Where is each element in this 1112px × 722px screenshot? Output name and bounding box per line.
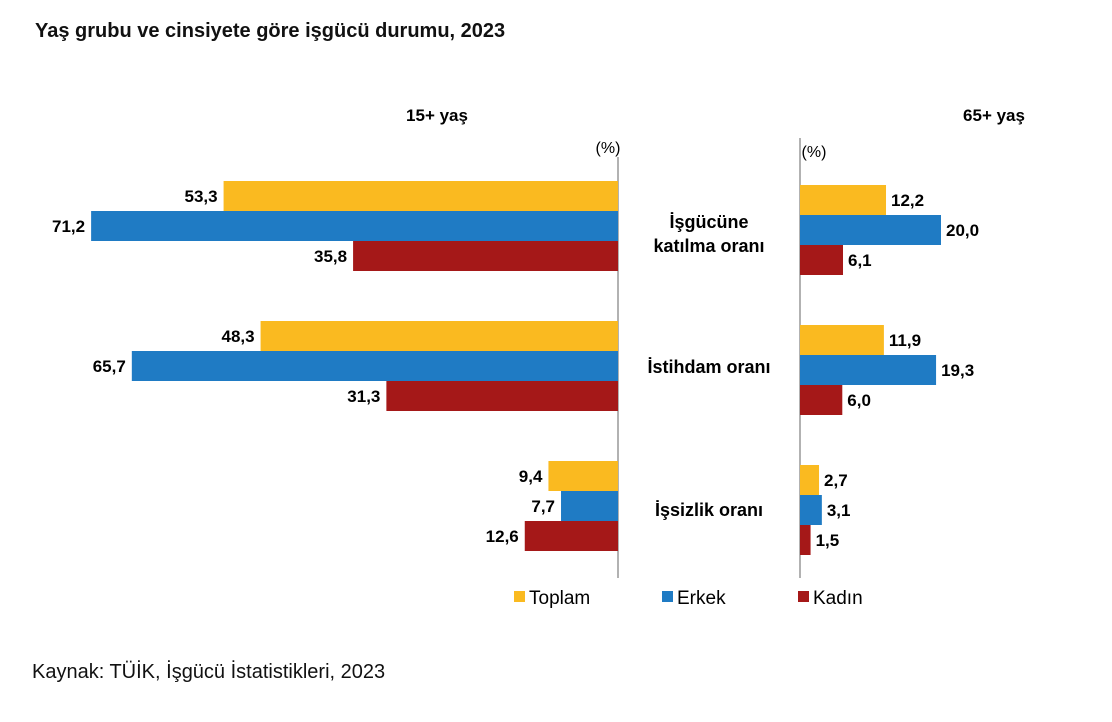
- data-label-15-erkek-2: 7,7: [531, 497, 555, 516]
- bar-15-erkek-1: [131, 351, 618, 381]
- data-label-65-erkek-1: 19,3: [941, 361, 974, 380]
- data-label-15-toplam-2: 9,4: [519, 467, 543, 486]
- bar-15-kadin-0: [353, 241, 618, 271]
- data-label-15-toplam-0: 53,3: [184, 187, 217, 206]
- data-label-65-erkek-2: 3,1: [827, 501, 851, 520]
- bar-65-toplam-1: [800, 325, 884, 355]
- panel-title-65: 65+ yaş: [963, 106, 1025, 125]
- bar-65-toplam-2: [800, 465, 820, 495]
- bar-65-erkek-1: [800, 355, 937, 385]
- category-label-0-0: İşgücüne: [669, 212, 748, 232]
- data-label-65-toplam-1: 11,9: [889, 331, 921, 350]
- panel-title-15: 15+ yaş: [406, 106, 468, 125]
- bar-15-erkek-2: [561, 491, 618, 521]
- bar-15-kadin-1: [386, 381, 618, 411]
- data-label-15-kadin-1: 31,3: [347, 387, 380, 406]
- data-label-15-kadin-2: 12,6: [486, 527, 519, 546]
- bar-65-erkek-0: [800, 215, 941, 245]
- data-label-65-erkek-0: 20,0: [946, 221, 979, 240]
- data-label-15-erkek-0: 71,2: [52, 217, 85, 236]
- category-label-2-0: İşsizlik oranı: [655, 500, 763, 520]
- bar-15-toplam-2: [548, 461, 618, 491]
- unit-label-15: (%): [596, 140, 621, 157]
- legend-label-kadin: Kadın: [813, 588, 863, 609]
- bar-15-toplam-1: [260, 321, 618, 351]
- category-label-0-1: katılma oranı: [653, 236, 764, 256]
- bar-65-toplam-0: [800, 185, 887, 215]
- data-label-65-kadin-0: 6,1: [848, 251, 872, 270]
- category-label-1-0: İstihdam oranı: [647, 357, 770, 377]
- data-label-65-toplam-0: 12,2: [891, 191, 924, 210]
- source-note: Kaynak: TÜİK, İşgücü İstatistikleri, 202…: [32, 661, 386, 683]
- data-label-15-erkek-1: 65,7: [93, 357, 126, 376]
- bar-65-kadin-1: [800, 385, 843, 415]
- chart-title: Yaş grubu ve cinsiyete göre işgücü durum…: [35, 20, 506, 42]
- legend-label-toplam: Toplam: [529, 588, 590, 609]
- bar-65-kadin-2: [800, 525, 811, 555]
- bar-65-kadin-0: [800, 245, 844, 275]
- bar-15-toplam-0: [223, 181, 618, 211]
- legend-swatch-erkek: [662, 591, 673, 602]
- unit-label-65: (%): [802, 144, 827, 161]
- legend-swatch-toplam: [514, 591, 525, 602]
- data-label-65-kadin-1: 6,0: [847, 391, 871, 410]
- data-label-65-toplam-2: 2,7: [824, 471, 848, 490]
- legend-label-erkek: Erkek: [677, 588, 726, 609]
- bar-15-kadin-2: [524, 521, 618, 551]
- data-label-15-toplam-1: 48,3: [221, 327, 254, 346]
- legend-swatch-kadin: [798, 591, 809, 602]
- bar-65-erkek-2: [800, 495, 822, 525]
- bar-15-erkek-0: [91, 211, 619, 241]
- data-label-15-kadin-0: 35,8: [314, 247, 347, 266]
- data-label-65-kadin-2: 1,5: [816, 531, 840, 550]
